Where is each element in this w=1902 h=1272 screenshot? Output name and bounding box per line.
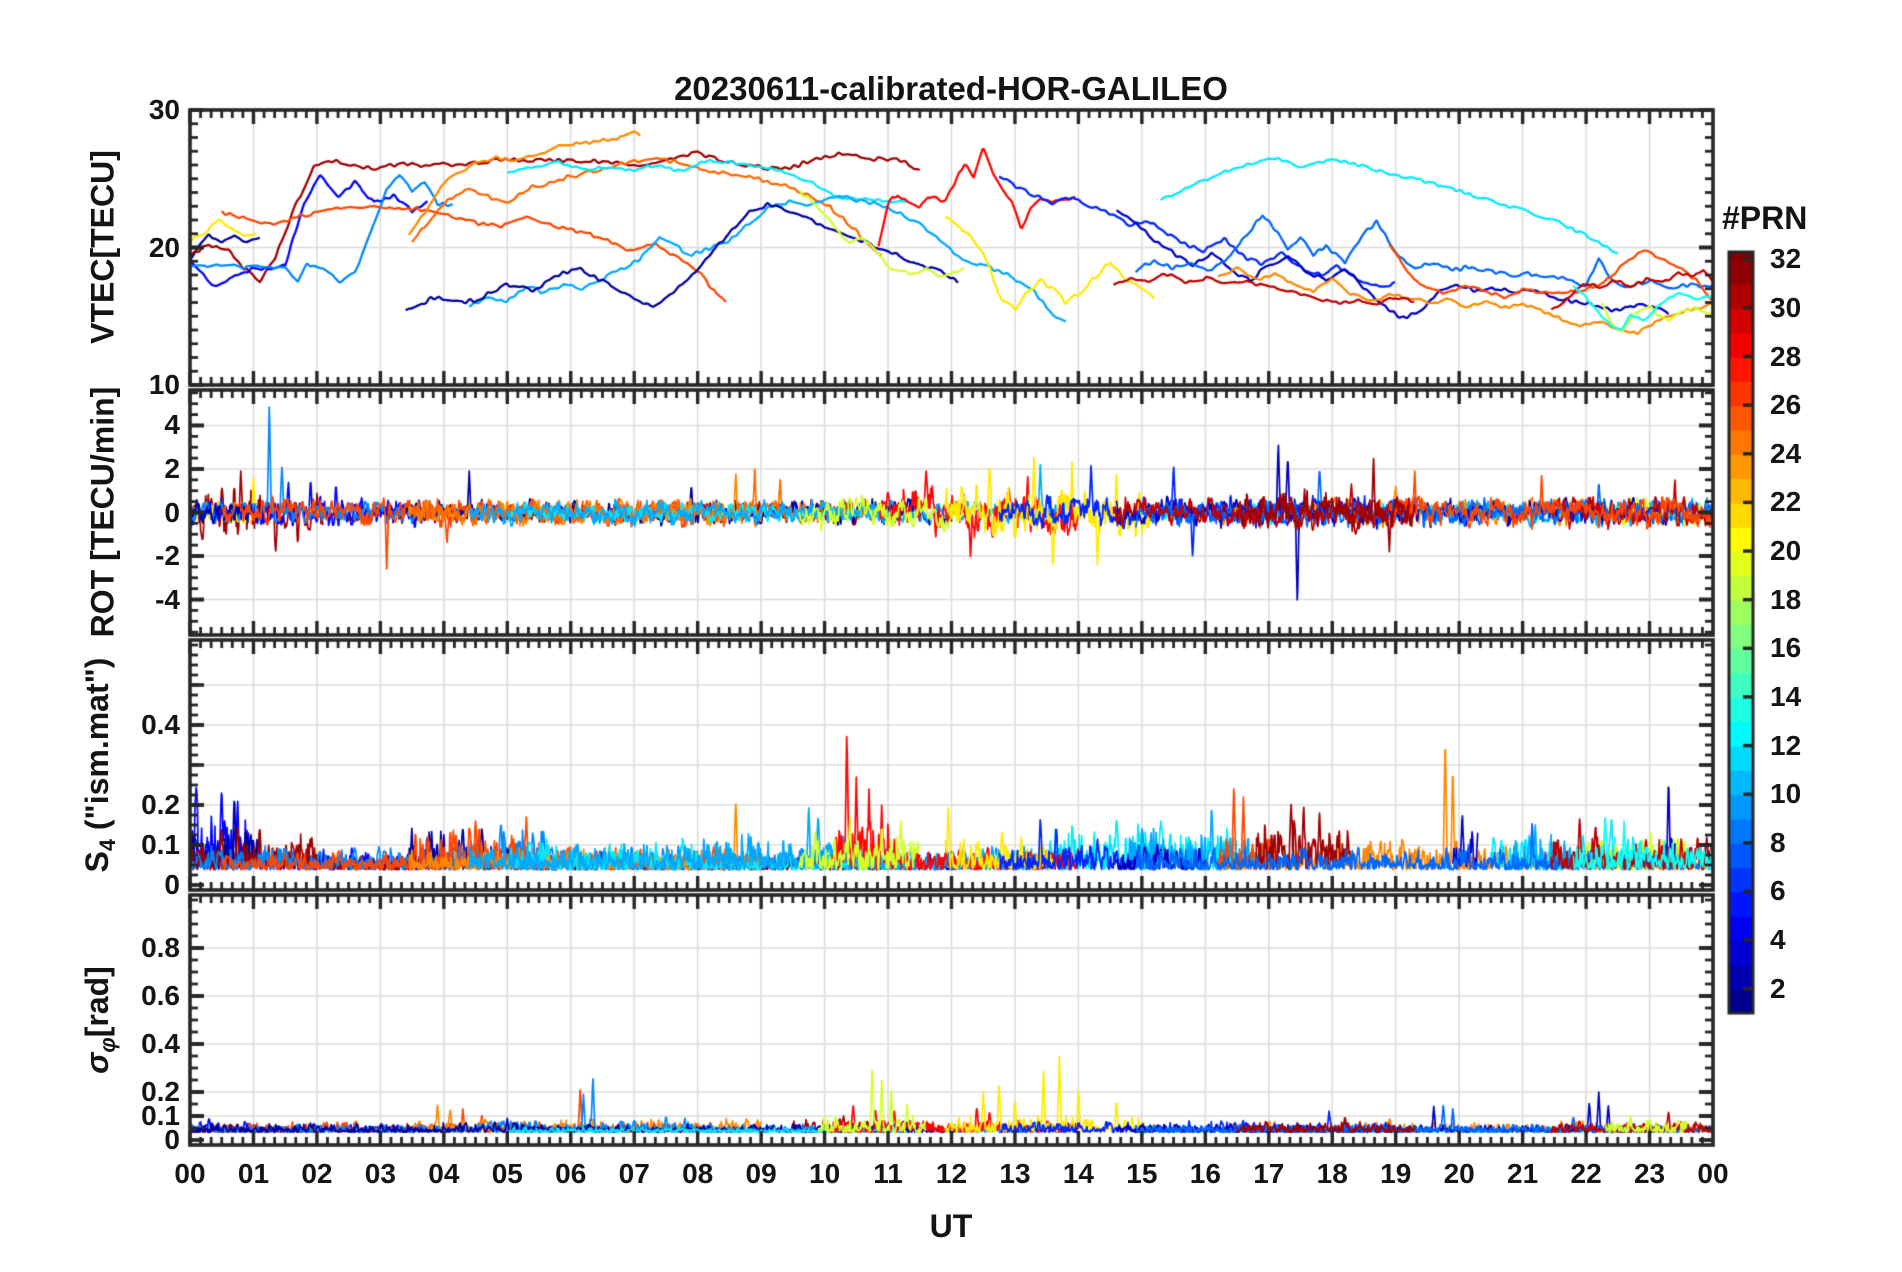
y-tick-label: 0 [164,1124,180,1155]
x-tick-label: 09 [745,1158,777,1189]
colorbar-tick-label: 8 [1770,826,1786,858]
y-tick-label: 0.8 [141,931,180,963]
x-tick-label: 19 [1380,1158,1412,1189]
colorbar-tick-label: 10 [1770,778,1802,810]
y-tick-label: -4 [155,583,180,615]
x-axis-label: UT [929,1208,973,1244]
colorbar-tick-label: 20 [1770,535,1802,567]
x-tick-label: 13 [999,1158,1031,1189]
colorbar-tick-label: 28 [1770,340,1802,372]
x-tick-label: 18 [1316,1158,1348,1189]
x-tick-label: 22 [1570,1158,1602,1189]
x-tick-label: 15 [1126,1158,1158,1189]
x-tick-label: 00 [174,1158,206,1189]
x-tick-label: 21 [1507,1158,1539,1189]
chart-title: 20230611-calibrated-HOR-GALILEO [674,70,1228,107]
x-tick-label: 03 [364,1158,396,1189]
colorbar-tick-label: 26 [1770,389,1802,421]
colorbar-tick-label: 6 [1770,875,1786,907]
x-tick-label: 02 [301,1158,333,1189]
colorbar-tick-label: 4 [1770,924,1786,956]
y-tick-label: -2 [155,540,180,572]
y-tick-label: 30 [148,94,180,125]
y-tick-label: 2 [164,452,180,484]
y-tick-label: 0.2 [141,789,180,820]
x-tick-label: 12 [935,1158,968,1189]
x-tick-label: 05 [491,1158,523,1189]
x-tick-label: 11 [873,1158,903,1189]
x-tick-label: 20 [1443,1158,1475,1189]
colorbar-tick-label: 24 [1770,437,1802,469]
x-tick-label: 10 [809,1158,841,1189]
x-tick-label: 17 [1253,1158,1285,1189]
y-tick-label: 0 [164,869,180,900]
colorbar-tick-label: 2 [1770,972,1786,1004]
colorbar-tick-label: 30 [1770,291,1802,323]
x-tick-label: 00 [1697,1158,1729,1189]
y-tick-label: 20 [148,231,180,263]
y-tick-label: 10 [148,369,180,400]
x-tick-label: 14 [1062,1158,1094,1189]
x-tick-label: 01 [237,1158,270,1189]
colorbar-tick-label: 12 [1770,729,1802,761]
colorbar-tick-label: 22 [1770,486,1802,518]
y-tick-label: 4 [164,409,180,441]
colorbar-tick-label: 16 [1770,632,1802,664]
x-tick-label: 07 [618,1158,650,1189]
y-tick-label: 0 [164,496,180,528]
x-tick-label: 16 [1189,1158,1221,1189]
y-tick-label: 0.1 [141,1100,180,1131]
colorbar-tick-label: 14 [1770,680,1802,712]
y-tick-label: 0.4 [141,1028,180,1059]
colorbar-tick-label: 32 [1770,243,1802,275]
y-tick-label: 0.6 [141,979,180,1011]
x-tick-label: 06 [555,1158,587,1189]
colorbar-title: #PRN [1722,200,1808,236]
y-tick-label: 0.1 [141,829,180,860]
x-tick-label: 08 [682,1158,714,1189]
colorbar-tick-label: 18 [1770,583,1802,615]
x-tick-label: 04 [428,1158,460,1189]
y-tick-label: 0.4 [141,709,180,740]
y-tick-label: 0.2 [141,1076,180,1107]
x-tick-label: 23 [1633,1158,1666,1189]
